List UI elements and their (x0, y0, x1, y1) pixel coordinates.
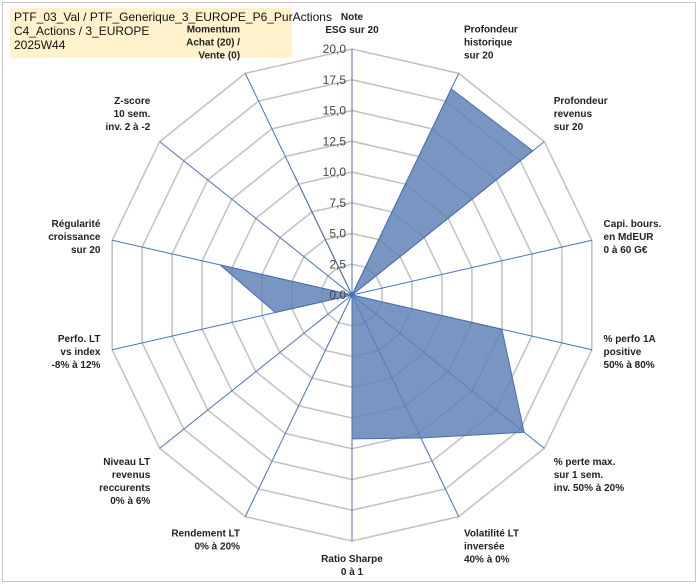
title-line-3: 2025W44 (14, 38, 66, 52)
axis-label: Profondeur historique sur 20 (464, 25, 518, 62)
series-area (219, 88, 534, 440)
chart-title-box: PTF_03_Val / PTF_Generique_3_EUROPE_P6_P… (10, 8, 332, 58)
axis-label: Ratio Sharpe 0 à 1 (321, 554, 383, 578)
axis-label: Perfo. LT vs index -8% à 12% (52, 334, 101, 371)
axis-label: Momentum Achat (20) / Vente (0) (186, 25, 240, 62)
axis-label: % perte max. sur 1 sem. inv. 50% à 20% (554, 457, 625, 494)
title-line-1: PTF_03_Val / PTF_Generique_3_EUROPE_P6_P… (14, 10, 332, 24)
axis-label: Capi. bours. en MdEUR 0 à 60 G€ (604, 219, 662, 256)
r-tick-label: 20,0 (323, 42, 347, 56)
r-tick-label: 17,5 (323, 73, 347, 87)
axis-spoke (351, 239, 592, 296)
axis-spoke (159, 141, 353, 296)
axis-label: Note ESG sur 20 (325, 12, 379, 36)
axis-label: Régularité croissance sur 20 (48, 219, 101, 256)
r-tick-label: 7,5 (329, 196, 346, 210)
axis-label: Profondeur revenus sur 20 (554, 96, 608, 133)
r-tick-label: 12,5 (323, 134, 347, 148)
r-tick-label: 10,0 (323, 165, 347, 179)
axis-label: Niveau LT revenus reccurents 0% à 6% (99, 457, 151, 507)
axis-label: Volatilité LT inversée 40% à 0% (464, 528, 519, 565)
axis-spoke (159, 294, 353, 449)
axis-label: Z-score 10 sem. inv. 2 à -2 (105, 96, 150, 133)
r-tick-label: 5,0 (329, 227, 346, 241)
r-tick-label: 2,5 (329, 257, 346, 271)
r-tick-label: 0,0 (329, 288, 346, 302)
axis-spoke (244, 294, 353, 517)
axis-label: Rendement LT 0% à 20% (171, 528, 240, 552)
title-line-2: C4_Actions / 3_EUROPE (14, 24, 150, 38)
r-tick-label: 15,0 (323, 104, 347, 118)
axis-label: % perfo 1A positive 50% à 80% (604, 334, 656, 371)
